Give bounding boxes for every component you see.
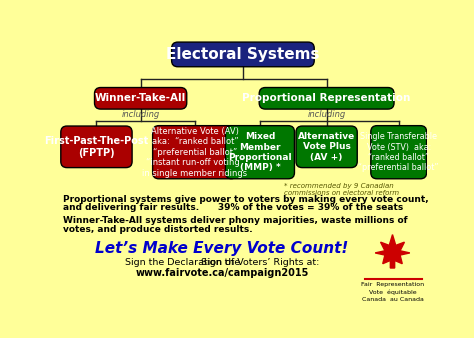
Text: Mixed
Member
Proportional
(MMP) *: Mixed Member Proportional (MMP) * — [228, 132, 292, 172]
Text: www.fairvote.ca/campaign2015: www.fairvote.ca/campaign2015 — [135, 268, 309, 279]
Text: and delivering fair results.      39% of the votes = 39% of the seats: and delivering fair results. 39% of the … — [63, 203, 403, 212]
FancyBboxPatch shape — [259, 88, 394, 109]
Text: Winner-Take-All systems deliver phony majorities, waste millions of: Winner-Take-All systems deliver phony ma… — [63, 216, 408, 225]
Text: Proportional Representation: Proportional Representation — [242, 93, 411, 103]
Text: Proportional systems give power to voters by making every vote count,: Proportional systems give power to voter… — [63, 195, 429, 203]
Text: votes, and produce distorted results.: votes, and produce distorted results. — [63, 224, 253, 234]
Text: Sign the: Sign the — [201, 258, 243, 267]
Text: Alternative
Vote Plus
(AV +): Alternative Vote Plus (AV +) — [298, 132, 355, 162]
Text: including: including — [308, 110, 346, 119]
Polygon shape — [375, 235, 410, 268]
Text: Alternative Vote (AV)
aka:  “ranked ballot”
“preferential ballot”
“instant run-o: Alternative Vote (AV) aka: “ranked ballo… — [142, 127, 247, 177]
FancyBboxPatch shape — [371, 126, 427, 179]
FancyBboxPatch shape — [296, 126, 357, 168]
Text: * recommended by 9 Canadian
commissions on electoral reform: * recommended by 9 Canadian commissions … — [284, 183, 399, 196]
Text: Sign the Declaration of Voters’ Rights at:: Sign the Declaration of Voters’ Rights a… — [125, 258, 319, 267]
FancyBboxPatch shape — [226, 126, 294, 179]
FancyBboxPatch shape — [172, 42, 314, 67]
Text: Single Transferable
Vote (STV)  aka:
“ranked ballot”
“preferential ballot”: Single Transferable Vote (STV) aka: “ran… — [358, 132, 439, 172]
Text: Fair  Representation
Vote  équitable
Canada  au Canada: Fair Representation Vote équitable Canad… — [361, 282, 424, 302]
Text: Electoral Systems: Electoral Systems — [166, 47, 319, 62]
Text: Winner-Take-All: Winner-Take-All — [95, 93, 186, 103]
Text: including: including — [121, 110, 160, 119]
Text: First-Past-The-Post
(FPTP): First-Past-The-Post (FPTP) — [45, 136, 148, 158]
Text: Let’s Make Every Vote Count!: Let’s Make Every Vote Count! — [95, 241, 349, 256]
FancyBboxPatch shape — [61, 126, 132, 168]
FancyBboxPatch shape — [153, 126, 237, 179]
FancyBboxPatch shape — [94, 88, 187, 109]
